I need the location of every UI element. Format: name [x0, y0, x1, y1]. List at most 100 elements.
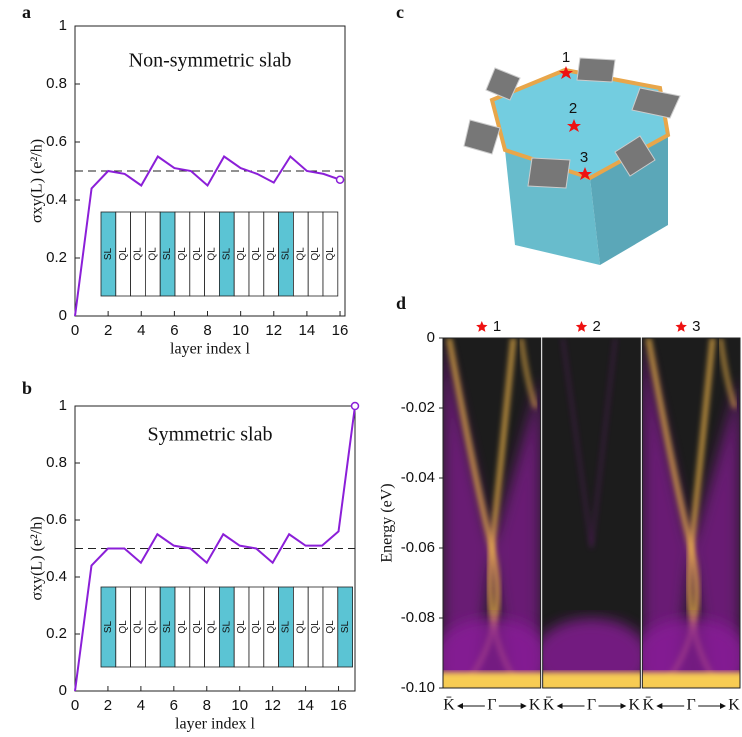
x-tick-label: Γ — [487, 697, 496, 714]
x-tick-label: 0 — [71, 322, 79, 339]
panel-title: 3 — [692, 318, 700, 335]
slab-layer-label: SL — [162, 247, 173, 260]
slab-layer-label: SL — [281, 247, 292, 260]
map-frame — [641, 337, 741, 689]
panel-title: 1 — [493, 318, 501, 335]
purple-cone — [642, 338, 740, 688]
spectral-map — [642, 338, 740, 688]
slab-layer-label: QL — [207, 620, 218, 634]
x-tick-label: 6 — [170, 322, 178, 339]
x-tick-label: 0 — [71, 697, 79, 714]
point-label: 2 — [569, 100, 577, 117]
slab-layer-label: SL — [103, 247, 114, 260]
slab-layer-label: QL — [177, 620, 188, 634]
x-tick-label: 10 — [231, 697, 248, 714]
slab-layer-label: QL — [266, 620, 277, 634]
y-tick-label: 0 — [59, 682, 67, 699]
slab-layer-label: SL — [162, 620, 173, 633]
point-label: 3 — [580, 149, 588, 166]
y-tick-label: 0.2 — [46, 625, 67, 642]
x-tick-label: 12 — [265, 322, 282, 339]
slab-layer-label: SL — [281, 620, 292, 633]
y-tick-label: 0.6 — [46, 511, 67, 528]
slab-layer-label: SL — [221, 247, 232, 260]
slab-layer-label: QL — [251, 620, 262, 634]
x-tick-label: K̄ — [543, 697, 555, 714]
purple-cone — [443, 338, 541, 688]
x-tick-label: 2 — [104, 322, 112, 339]
x-tick-label: 14 — [297, 697, 314, 714]
y-tick-label: -0.04 — [401, 469, 435, 486]
x-tick-label: 6 — [170, 697, 178, 714]
bottom-band — [642, 672, 740, 688]
x-axis-label: layer index l — [175, 716, 256, 733]
band — [718, 338, 737, 409]
x-tick-label: K — [728, 697, 740, 714]
y-tick-label: 0.6 — [46, 133, 67, 150]
y-tick-label: 0.8 — [46, 454, 67, 471]
y-axis-label: σxy(L) (e²/h) — [29, 516, 46, 600]
x-tick-label: K — [529, 697, 541, 714]
panel-label: c — [396, 2, 404, 22]
map-frame — [542, 337, 641, 689]
x-tick-label: 8 — [203, 322, 211, 339]
y-axis-label: σxy(L) (e²/h) — [29, 139, 46, 223]
map-frame — [442, 337, 542, 689]
x-tick-label: 8 — [203, 697, 211, 714]
x-tick-label: 14 — [299, 322, 316, 339]
slab-layer-label: QL — [295, 620, 306, 634]
data-line — [74, 154, 341, 317]
y-tick-label: 1 — [59, 17, 67, 34]
slab-layer-label: QL — [192, 247, 203, 261]
x-tick-label: K̄ — [643, 697, 655, 714]
x-tick-label: 2 — [104, 697, 112, 714]
data-line — [74, 405, 356, 692]
point-label: 1 — [562, 49, 570, 66]
x-tick-label: 10 — [232, 322, 249, 339]
x-tick-label: 4 — [137, 697, 145, 714]
slab-layer-label: QL — [147, 247, 158, 261]
slab-layer-label: SL — [340, 620, 351, 633]
slab-layer-label: QL — [118, 247, 129, 261]
x-tick-label: 12 — [264, 697, 281, 714]
x-tick-label: K — [629, 697, 641, 714]
y-tick-label: -0.06 — [401, 539, 435, 556]
y-tick-label: 0.4 — [46, 568, 67, 585]
end-point — [350, 401, 360, 411]
slab-layer-label: QL — [133, 247, 144, 261]
y-axis-label: Energy (eV) — [379, 483, 396, 562]
slab-layer-label: QL — [310, 247, 321, 261]
x-tick-label: K̄ — [443, 697, 455, 714]
panel-label: b — [22, 378, 32, 398]
x-axis-label: layer index l — [170, 341, 251, 358]
slab-layer — [337, 586, 353, 668]
chart-title: Non-symmetric slab — [129, 50, 292, 72]
slab-layer-label: QL — [118, 620, 129, 634]
slab-layer-label: QL — [295, 247, 306, 261]
slab-layer-label: QL — [207, 247, 218, 261]
slab-layer-label: QL — [266, 247, 277, 261]
panel-label: a — [22, 2, 31, 22]
x-tick-label: Γ — [587, 697, 596, 714]
y-tick-label: 0 — [427, 329, 435, 346]
slab-layer-label: QL — [310, 620, 321, 634]
slab-layer-label: QL — [251, 247, 262, 261]
chart-title: Symmetric slab — [148, 424, 273, 446]
y-tick-label: 1 — [59, 397, 67, 414]
y-tick-label: 0.8 — [46, 75, 67, 92]
y-tick-label: -0.02 — [401, 399, 435, 416]
slab-layer — [322, 211, 339, 297]
purple-glow — [443, 618, 541, 688]
spectral-map — [443, 338, 541, 688]
y-tick-label: 0 — [59, 307, 67, 324]
y-tick-label: 0.4 — [46, 191, 67, 208]
faint-band — [561, 338, 617, 549]
band — [519, 338, 538, 409]
star — [575, 321, 588, 332]
x-tick-label: 16 — [330, 697, 347, 714]
slab-layer-label: SL — [221, 620, 232, 633]
x-tick-label: Γ — [687, 697, 696, 714]
y-tick-label: -0.10 — [401, 679, 435, 696]
star — [476, 321, 488, 332]
